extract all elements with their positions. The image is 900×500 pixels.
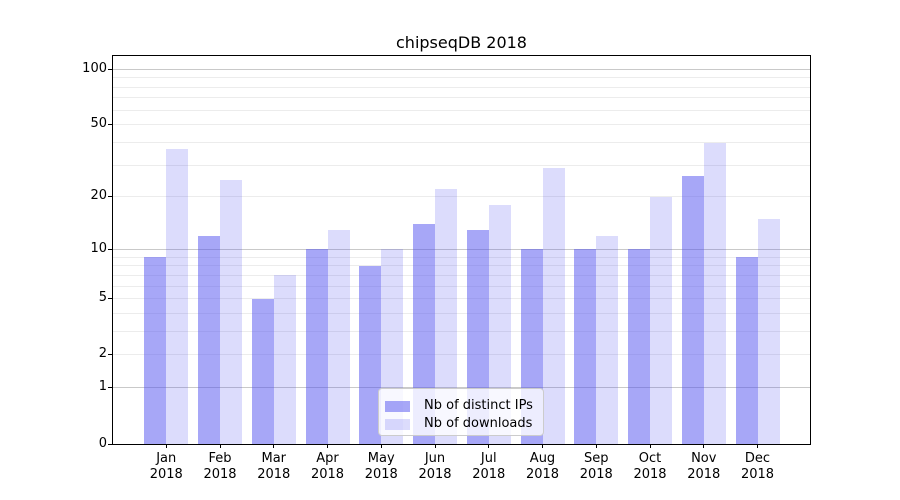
x-tick-label-apr: Apr 2018: [310, 451, 345, 482]
bar-downloads-jun: [435, 189, 457, 444]
x-tick-label-mar: Mar 2018: [257, 451, 291, 482]
bar-downloads-sep: [596, 235, 619, 444]
x-tick-sep: [595, 444, 597, 448]
minor-gridline-y-70: [113, 97, 810, 99]
x-tick-oct: [649, 444, 651, 448]
minor-gridline-y-3: [113, 330, 810, 332]
legend-label-distinct-ips: Nb of distinct IPs: [424, 398, 533, 413]
bar-distinct-ips-jan: [144, 257, 167, 444]
y-tick-20: [108, 196, 112, 198]
minor-gridline-y-5: [113, 298, 810, 300]
bar-downloads-feb: [220, 179, 242, 444]
x-tick-jan: [165, 444, 167, 448]
y-tick-100: [108, 68, 112, 70]
y-tick-0: [108, 443, 112, 445]
bar-downloads-oct: [650, 196, 672, 444]
x-tick-mar: [273, 444, 275, 448]
legend: Nb of distinct IPs Nb of downloads: [378, 388, 544, 436]
x-tick-label-sep: Sep 2018: [579, 451, 613, 482]
plot-area: [108, 55, 811, 448]
x-tick-label-aug: Aug 2018: [525, 451, 560, 482]
y-tick-label-1: 1: [98, 379, 107, 395]
x-tick-dec: [757, 444, 758, 448]
minor-gridline-y-4: [113, 312, 810, 314]
y-tick-label-20: 20: [90, 188, 107, 204]
bar-distinct-ips-may: [359, 265, 382, 444]
bar-distinct-ips-feb: [198, 235, 220, 444]
x-tick-label-nov: Nov 2018: [687, 451, 721, 482]
minor-gridline-y-80: [113, 86, 810, 88]
bar-distinct-ips-mar: [251, 298, 274, 444]
legend-swatch-distinct-ips: [385, 400, 410, 412]
y-tick-50: [108, 124, 112, 126]
major-gridline-y-10: [113, 248, 810, 250]
bar-downloads-jan: [166, 148, 189, 444]
y-tick-5: [108, 298, 112, 300]
bar-downloads-nov: [703, 142, 726, 444]
x-tick-label-jul: Jul 2018: [472, 451, 506, 482]
x-tick-label-feb: Feb 2018: [203, 451, 237, 482]
x-tick-label-may: May 2018: [364, 451, 398, 482]
legend-swatch-downloads: [385, 418, 410, 430]
y-tick-2: [108, 354, 112, 356]
x-tick-apr: [327, 444, 328, 448]
legend-item-distinct-ips: Nb of distinct IPs: [385, 397, 543, 415]
minor-gridline-y-60: [113, 109, 810, 111]
x-tick-jun: [434, 444, 436, 448]
y-tick-1: [108, 387, 112, 389]
minor-gridline-y-8: [113, 265, 810, 267]
minor-gridline-y-40: [113, 142, 810, 144]
bar-downloads-jul: [488, 205, 511, 444]
y-tick-label-2: 2: [98, 346, 107, 362]
minor-gridline-y-9: [113, 256, 810, 258]
x-tick-label-dec: Dec 2018: [740, 451, 775, 482]
bar-distinct-ips-oct: [628, 249, 650, 444]
x-tick-nov: [703, 444, 705, 448]
bar-distinct-ips-dec: [735, 257, 758, 444]
bar-distinct-ips-nov: [681, 176, 704, 444]
legend-label-downloads: Nb of downloads: [424, 416, 533, 431]
y-tick-label-0: 0: [98, 435, 107, 451]
bar-distinct-ips-apr: [305, 249, 328, 444]
x-tick-label-jun: Jun 2018: [418, 451, 452, 482]
chart-title: chipseqDB 2018: [396, 33, 527, 52]
x-tick-label-oct: Oct 2018: [633, 451, 667, 482]
bar-downloads-mar: [273, 275, 296, 444]
x-tick-aug: [542, 444, 543, 448]
legend-item-downloads: Nb of downloads: [385, 415, 543, 433]
y-tick-label-5: 5: [98, 290, 107, 306]
bar-downloads-dec: [757, 218, 780, 444]
bar-downloads-aug: [542, 167, 565, 444]
minor-gridline-y-90: [113, 77, 810, 79]
minor-gridline-y-20: [113, 196, 810, 198]
minor-gridline-y-2: [113, 354, 810, 356]
x-tick-may: [380, 444, 382, 448]
bar-distinct-ips-sep: [574, 249, 597, 444]
minor-gridline-y-7: [113, 274, 810, 276]
x-tick-jul: [488, 444, 490, 448]
bar-downloads-apr: [327, 229, 350, 444]
minor-gridline-y-6: [113, 285, 810, 287]
major-gridline-y-1: [113, 387, 810, 389]
major-gridline-y-100: [113, 68, 810, 70]
y-tick-10: [108, 248, 112, 250]
x-tick-feb: [219, 444, 221, 448]
y-tick-label-10: 10: [90, 240, 107, 256]
minor-gridline-y-30: [113, 164, 810, 166]
minor-gridline-y-50: [113, 124, 810, 126]
y-tick-label-50: 50: [90, 116, 107, 132]
y-tick-label-100: 100: [82, 60, 107, 76]
x-tick-label-jan: Jan 2018: [149, 451, 183, 482]
